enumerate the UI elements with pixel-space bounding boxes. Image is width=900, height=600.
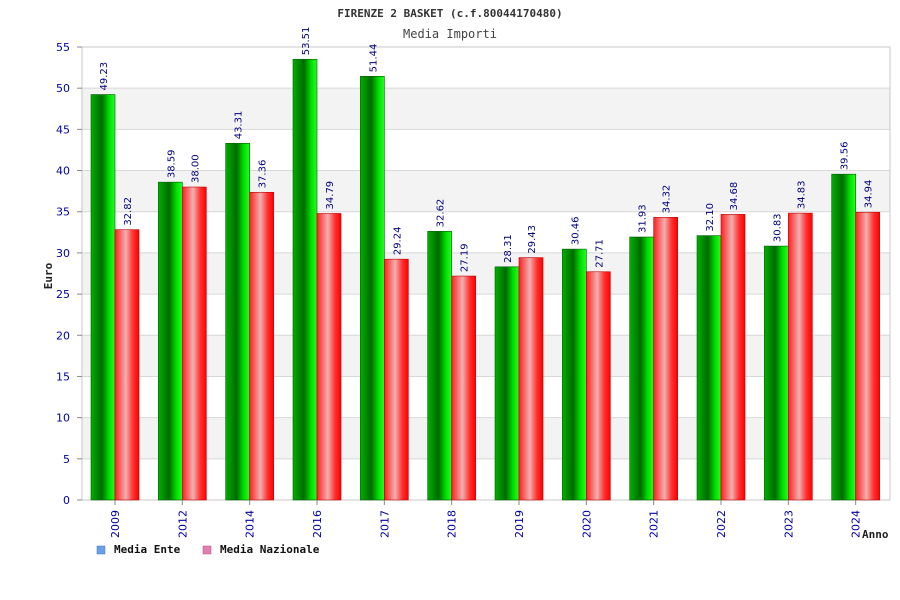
value-label: 38.00 [190,154,201,183]
value-label: 39.56 [840,142,851,171]
bar-media-ente-2012 [158,181,183,501]
bar-media-nazionale-2017 [384,258,409,501]
bar-media-ente-2023 [764,245,789,501]
bars [90,58,880,501]
value-label: 43.31 [234,111,245,140]
x-tick-label: 2014 [244,510,257,538]
value-label: 34.79 [325,181,336,210]
y-tick-label: 40 [56,165,70,178]
bar-media-ente-2017 [360,76,385,501]
grid-band [82,294,890,336]
x-tick-label: 2023 [782,510,795,538]
value-label: 34.94 [864,180,875,209]
y-tick-label: 55 [56,41,70,54]
value-label: 32.82 [123,197,134,226]
value-label: 49.23 [99,62,110,91]
value-label: 29.24 [392,227,403,256]
chart-subtitle: Media Importi [403,27,497,41]
legend-label-media-ente: Media Ente [114,543,181,556]
y-tick-label: 25 [56,288,70,301]
legend: Media Ente Media Nazionale [96,543,320,556]
bar-media-ente-2024 [831,173,856,501]
y-tick-label: 0 [63,494,70,507]
grid-band [82,88,890,130]
grid-band [82,211,890,253]
bar-media-ente-2022 [696,235,722,501]
chart-title: FIRENZE 2 BASKET (c.f.80044170480) [337,7,562,20]
x-tick-label: 2016 [311,510,324,538]
bar-media-nazionale-2016 [316,213,342,501]
y-axis-ticks: 0 5 10 15 20 25 30 35 40 45 50 55 [56,41,82,507]
y-tick-label: 5 [63,453,70,466]
bar-media-nazionale-2022 [720,214,746,501]
legend-swatch-media-ente [96,545,106,555]
bar-media-nazionale-2023 [788,212,813,501]
plot-background [81,46,891,501]
plot-frame [81,46,891,501]
x-axis-ticks: 2009 2012 2014 2016 2017 2018 2019 2020 2021 2022… [109,500,863,538]
bar-media-ente-2009 [90,94,116,501]
grid-band [82,129,890,171]
value-label: 34.68 [729,182,740,211]
bar-media-nazionale-2024 [855,211,880,501]
bar-media-nazionale-2012 [182,186,207,501]
bar-media-ente-2019 [494,266,520,501]
value-label: 37.36 [258,160,269,189]
grid-band [82,170,890,212]
value-label: 34.32 [662,185,673,214]
x-tick-label: 2012 [176,510,189,538]
y-tick-label: 10 [56,412,70,425]
value-label: 27.19 [460,243,471,272]
bar-media-nazionale-2009 [114,229,140,501]
bar-media-nazionale-2018 [451,275,476,501]
bar-media-ente-2018 [427,231,452,501]
value-label: 30.46 [570,216,581,245]
value-label: 28.31 [503,234,514,263]
y-tick-label: 20 [56,329,70,342]
grid-band [82,417,890,459]
grid-band [82,458,890,500]
x-tick-label: 2009 [109,510,122,538]
x-axis-label: Anno [862,528,889,541]
value-labels: 49.23 32.82 38.59 38.00 43.31 37.36 53.51 34.79… [99,27,875,272]
bar-media-ente-2016 [292,58,318,501]
grid-band [82,376,890,418]
value-label: 32.10 [705,203,716,232]
x-tick-label: 2018 [446,510,459,538]
value-label: 29.43 [527,225,538,254]
x-tick-label: 2019 [513,510,526,538]
value-label: 51.44 [368,44,379,73]
value-label: 27.71 [594,239,605,268]
value-label: 32.62 [436,199,447,228]
x-tick-label: 2020 [580,510,593,538]
legend-label-media-nazionale: Media Nazionale [220,543,320,556]
y-axis-label: Euro [42,262,55,289]
legend-swatch-media-nazionale [202,545,212,555]
value-label: 34.83 [796,180,807,209]
bar-media-ente-2014 [225,142,250,501]
x-tick-label: 2022 [715,510,728,538]
value-label: 53.51 [301,27,312,56]
y-tick-label: 30 [56,247,70,260]
x-tick-label: 2017 [378,510,391,538]
bar-media-nazionale-2014 [249,191,274,501]
bar-media-nazionale-2019 [518,257,544,501]
bar-media-ente-2021 [629,236,654,501]
y-tick-label: 15 [56,370,70,383]
value-label: 38.59 [166,150,177,179]
x-tick-label: 2021 [648,510,661,538]
bar-media-nazionale-2021 [653,217,678,501]
y-tick-label: 35 [56,206,70,219]
x-tick-label: 2024 [850,510,863,538]
grid-band [82,47,890,89]
grid-band [82,252,890,295]
value-label: 30.83 [772,213,783,242]
bar-media-ente-2020 [562,248,587,501]
bar-media-nazionale-2020 [586,271,611,501]
value-label: 31.93 [638,204,649,233]
grid-band [82,335,890,377]
y-tick-label: 50 [56,82,70,95]
y-tick-label: 45 [56,123,70,136]
